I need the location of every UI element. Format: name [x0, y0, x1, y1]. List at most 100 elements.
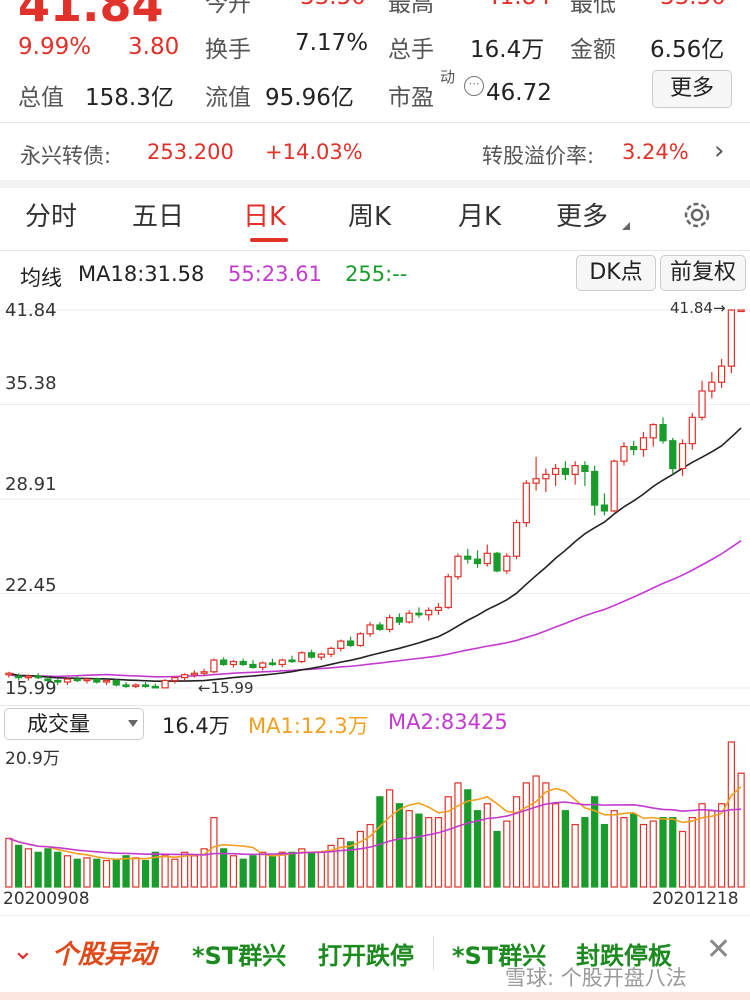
- candle-body: [464, 555, 472, 560]
- info-icon[interactable]: ⋯: [464, 76, 484, 96]
- candle-body: [454, 555, 462, 578]
- tab-intraday[interactable]: 分时: [25, 202, 78, 232]
- change-percent: 9.99%: [18, 34, 92, 60]
- candle-body: [317, 653, 325, 658]
- forward-adjust-button[interactable]: 前复权: [660, 255, 746, 291]
- candle-body: [512, 522, 521, 557]
- more-button[interactable]: 更多: [652, 70, 732, 108]
- candle-body: [473, 558, 482, 565]
- chevron-down-icon[interactable]: ⌄: [12, 936, 34, 966]
- tab-weekly-k[interactable]: 周K: [348, 202, 392, 232]
- volume-bar: [630, 813, 638, 888]
- volume-bar: [171, 858, 179, 888]
- candle-body: [93, 678, 101, 683]
- candle-body: [503, 555, 511, 572]
- candle-body: [73, 678, 81, 682]
- volume-bar: [54, 851, 62, 888]
- volume-bar: [512, 796, 521, 888]
- alert-event[interactable]: 封跌停板: [576, 942, 672, 970]
- low-value: 33.50: [660, 0, 726, 10]
- candle-body: [415, 612, 423, 616]
- volume-bar: [63, 855, 72, 888]
- volume-bar: [444, 796, 452, 888]
- volume-bar: [132, 857, 140, 888]
- candle-body: [620, 445, 628, 462]
- tab-five-day[interactable]: 五日: [132, 202, 185, 232]
- volume-bar: [434, 817, 443, 888]
- volume-y-max: 20.9万: [5, 749, 60, 769]
- candle-body: [171, 677, 179, 682]
- volume-bar: [639, 823, 648, 888]
- volume-bar: [327, 844, 335, 888]
- candle-body: [591, 470, 599, 506]
- volume-chart[interactable]: [0, 740, 750, 890]
- watermark-text: 雪球: 个股开盘八法: [505, 966, 687, 990]
- volume-bar: [503, 820, 511, 888]
- volume-bar: [366, 823, 374, 888]
- candlestick-chart[interactable]: [0, 295, 750, 705]
- tab-more[interactable]: 更多: [556, 202, 609, 232]
- candle-body: [571, 464, 579, 475]
- pe-superscript: 动: [440, 68, 456, 86]
- candle-body: [268, 662, 277, 666]
- high-value: 41.84: [485, 0, 551, 10]
- candle-body: [307, 652, 316, 658]
- volume-bar: [542, 782, 550, 888]
- ma-label: 均线: [20, 266, 62, 290]
- indicator-selector[interactable]: 成交量: [4, 708, 144, 740]
- candle-body: [444, 576, 452, 609]
- volume-bar: [239, 858, 247, 888]
- volume-bar: [737, 772, 745, 888]
- candle-body: [395, 617, 404, 623]
- candle-body: [190, 672, 199, 676]
- volume-bar: [551, 803, 560, 888]
- candle-body: [141, 684, 150, 688]
- volume-bar: [708, 810, 716, 888]
- candle-body: [551, 467, 560, 475]
- high-label: 最高: [388, 0, 434, 17]
- alert-stock-name[interactable]: *ST群兴: [452, 942, 547, 970]
- open-label: 今开: [205, 0, 251, 17]
- candle-body: [425, 609, 433, 616]
- settings-gear-icon[interactable]: [680, 198, 714, 236]
- candle-body: [542, 473, 550, 480]
- candle-body: [249, 663, 257, 668]
- candle-body: [288, 659, 296, 663]
- volume-bar: [122, 855, 130, 888]
- volume-bar: [34, 851, 42, 888]
- volume-bar: [278, 851, 286, 888]
- divider: [0, 180, 750, 188]
- volume-bar: [93, 858, 101, 888]
- candle-body: [346, 640, 355, 647]
- candle-body: [200, 671, 208, 674]
- close-icon[interactable]: ✕: [706, 932, 732, 967]
- volume-bar: [15, 844, 23, 888]
- bond-name[interactable]: 永兴转债:: [20, 144, 112, 168]
- alert-event[interactable]: 打开跌停: [318, 942, 414, 970]
- alert-stock-name[interactable]: *ST群兴: [192, 942, 287, 970]
- volume-ma1: MA1:12.3万: [248, 714, 369, 738]
- candle-body: [220, 659, 228, 666]
- tab-daily-k[interactable]: 日K: [243, 202, 287, 232]
- volume-bar: [610, 810, 618, 888]
- volume-bar: [346, 841, 355, 888]
- candle-body: [386, 617, 394, 630]
- total-hands-label: 总手: [388, 37, 434, 63]
- premium-label: 转股溢价率:: [482, 144, 595, 168]
- tab-monthly-k[interactable]: 月K: [458, 202, 502, 232]
- low-label: 最低: [570, 0, 616, 17]
- y-axis-label-min: 15.99: [5, 678, 57, 699]
- volume-bar: [571, 823, 579, 888]
- date-end: 20201218: [652, 889, 739, 909]
- bottom-strip: [0, 992, 750, 1000]
- y-axis-label-max: 41.84: [5, 300, 57, 321]
- chevron-right-icon[interactable]: ›: [714, 136, 725, 166]
- dk-point-button[interactable]: DK点: [576, 255, 656, 291]
- volume-bar: [180, 851, 189, 888]
- candle-body: [522, 482, 530, 524]
- candle-body: [561, 467, 570, 475]
- candle-body: [581, 464, 589, 473]
- candle-body: [210, 659, 218, 673]
- volume-bar: [483, 803, 491, 888]
- candle-body: [161, 679, 169, 689]
